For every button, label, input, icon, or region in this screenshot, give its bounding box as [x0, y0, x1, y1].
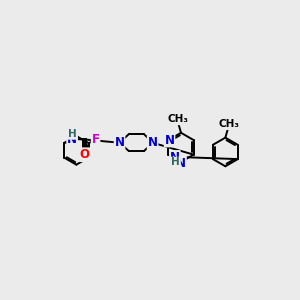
- Text: N: N: [170, 151, 180, 164]
- Text: H: H: [68, 129, 77, 139]
- Text: F: F: [92, 133, 100, 146]
- Text: N: N: [67, 133, 77, 146]
- Text: H: H: [171, 158, 180, 167]
- Text: CH₃: CH₃: [168, 114, 189, 124]
- Text: N: N: [176, 157, 186, 169]
- Text: O: O: [80, 148, 90, 161]
- Text: N: N: [165, 134, 175, 147]
- Text: CH₃: CH₃: [219, 119, 240, 129]
- Text: N: N: [115, 136, 124, 149]
- Text: N: N: [148, 136, 158, 149]
